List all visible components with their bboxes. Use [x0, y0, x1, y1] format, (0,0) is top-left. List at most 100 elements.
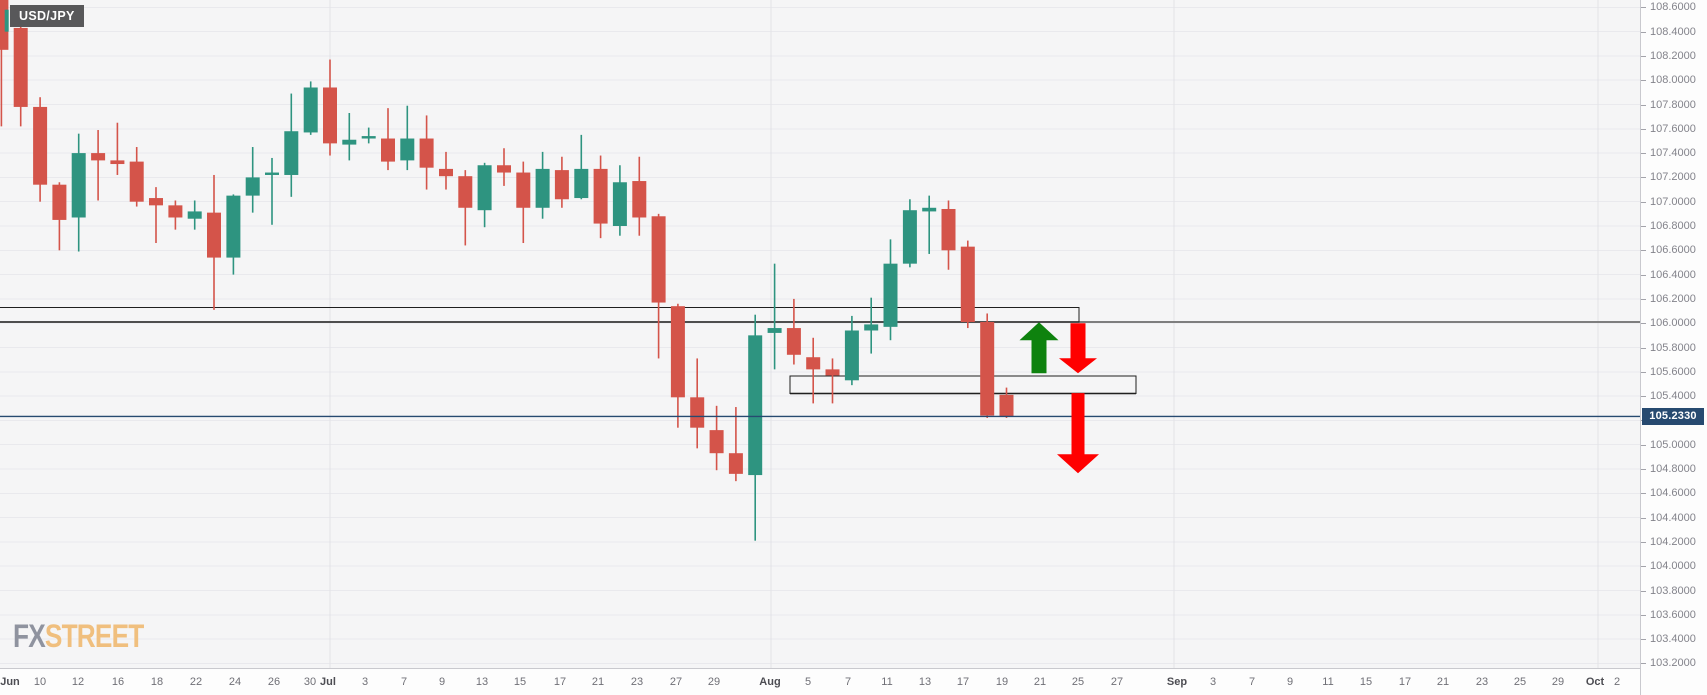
time-tick-19-1002: 19	[995, 676, 1009, 688]
time-tick-7-848: 7	[844, 676, 852, 688]
time-tick-15-1366: 15	[1359, 676, 1373, 688]
candlestick-chart	[0, 0, 1640, 668]
candle-jun-11	[52, 182, 67, 251]
time-tick-18-157: 18	[150, 676, 164, 688]
price-tick-103.2000: 103.2000	[1641, 657, 1707, 669]
candle-jun-8	[0, 0, 9, 127]
time-tick-23-637: 23	[630, 676, 644, 688]
watermark-fx: FX	[13, 617, 46, 655]
price-tick-107.4000: 107.4000	[1641, 147, 1707, 159]
candle-jul-8	[419, 115, 434, 190]
candle-jul-3	[361, 127, 376, 144]
time-tick-13-482: 13	[475, 676, 489, 688]
resistance-zone-box	[0, 306, 1080, 323]
candle-aug-10	[864, 297, 879, 354]
price-tick-105.4000: 105.4000	[1641, 390, 1707, 402]
time-tick-15-520: 15	[513, 676, 527, 688]
candle-aug-14	[941, 200, 956, 270]
time-tick-5-808: 5	[804, 676, 812, 688]
price-tick-104.4000: 104.4000	[1641, 512, 1707, 524]
candle-jul-20	[574, 134, 589, 200]
price-tick-108.4000: 108.4000	[1641, 26, 1707, 38]
candle-jul-28	[690, 358, 705, 449]
candle-jun-24	[226, 194, 241, 275]
candle-aug-17	[960, 240, 975, 329]
price-tick-105.8000: 105.8000	[1641, 342, 1707, 354]
candle-jul-15	[516, 161, 531, 244]
time-tick-21-598: 21	[591, 676, 605, 688]
candle-aug-4	[786, 298, 801, 365]
price-tick-106.0000: 106.0000	[1641, 317, 1707, 329]
time-tick-22-196: 22	[189, 676, 203, 688]
candle-jul-7	[400, 105, 415, 171]
time-tick-27-1117: 27	[1110, 676, 1124, 688]
price-tick-108.6000: 108.6000	[1641, 1, 1707, 13]
price-tick-108.0000: 108.0000	[1641, 74, 1707, 86]
time-tick-17-1405: 17	[1398, 676, 1412, 688]
candle-jun-18	[149, 187, 163, 244]
time-tick-30-310: 30	[303, 676, 317, 688]
candle-jul-10	[458, 170, 473, 246]
candle-jun-23	[207, 174, 221, 310]
green-up-arrow	[1019, 322, 1059, 374]
candle-aug-12	[902, 199, 917, 268]
price-tick-106.4000: 106.4000	[1641, 269, 1707, 281]
price-tick-106.2000: 106.2000	[1641, 293, 1707, 305]
candle-jun-8-	[4, 9, 9, 32]
time-tick-16-118: 16	[111, 676, 125, 688]
time-axis[interactable]: Jun 10 12 16 18 22 24 26 30 Jul 3 7 9 13 15 17 21 23 27 29 A…	[0, 668, 1640, 695]
current-price-label: 105.2330	[1642, 407, 1704, 425]
price-axis[interactable]: 108.6000 108.4000 108.2000 108.0000 107.8000…	[1640, 0, 1707, 695]
candle-jul-9	[439, 151, 453, 190]
time-tick-24-235: 24	[228, 676, 242, 688]
time-tick-3-365: 3	[361, 676, 369, 688]
time-tick-oct-1595: Oct	[1585, 676, 1605, 688]
candle-jul-27	[670, 303, 685, 428]
red-down-arrow-large	[1057, 393, 1099, 474]
candle-jul-22	[612, 165, 627, 236]
candle-jun-30	[303, 81, 318, 135]
candle-aug-6	[825, 358, 840, 404]
price-tick-108.2000: 108.2000	[1641, 50, 1707, 62]
time-tick-21-1443: 21	[1436, 676, 1450, 688]
candle-aug-11	[883, 239, 898, 341]
candle-jun-22	[187, 200, 202, 230]
candle-jun-26	[265, 157, 279, 225]
candle-aug-3	[767, 263, 782, 370]
candle-jun-16	[110, 122, 125, 175]
candle-jul-30	[728, 407, 743, 482]
candle-jun-29	[284, 93, 299, 197]
candle-jun-17	[129, 147, 144, 207]
time-tick-21-1040: 21	[1033, 676, 1047, 688]
candle-aug-5	[806, 337, 821, 404]
candle-jul-24	[651, 213, 666, 359]
candle-jun-12	[71, 133, 86, 252]
time-tick-26-274: 26	[267, 676, 281, 688]
candle-aug-18	[980, 313, 995, 418]
symbol-badge: USD/JPY	[10, 5, 84, 27]
candle-jul-23	[632, 156, 647, 236]
candle-jun-10	[33, 97, 48, 202]
price-tick-103.4000: 103.4000	[1641, 633, 1707, 645]
gridlines	[0, 0, 1640, 668]
price-tick-104.2000: 104.2000	[1641, 536, 1707, 548]
time-tick-7-1252: 7	[1248, 676, 1256, 688]
candle-jun-9	[13, 17, 28, 127]
candle-jul-31	[748, 314, 763, 541]
price-tick-104.8000: 104.8000	[1641, 463, 1707, 475]
price-tick-103.8000: 103.8000	[1641, 585, 1707, 597]
time-tick-11-887: 11	[881, 676, 893, 688]
time-tick-2-1617: 2	[1613, 676, 1621, 688]
candle-jun-19	[168, 200, 183, 230]
time-tick-sep-1177: Sep	[1166, 676, 1188, 688]
price-tick-105.0000: 105.0000	[1641, 439, 1707, 451]
chart-plot-area[interactable]	[0, 0, 1640, 668]
time-tick-12-78: 12	[71, 676, 85, 688]
candle-jul-13	[477, 162, 492, 228]
time-tick-9-1290: 9	[1286, 676, 1294, 688]
time-tick-25-1078: 25	[1071, 676, 1085, 688]
candle-jul-1	[323, 59, 337, 156]
price-tick-106.6000: 106.6000	[1641, 244, 1707, 256]
price-tick-105.6000: 105.6000	[1641, 366, 1707, 378]
